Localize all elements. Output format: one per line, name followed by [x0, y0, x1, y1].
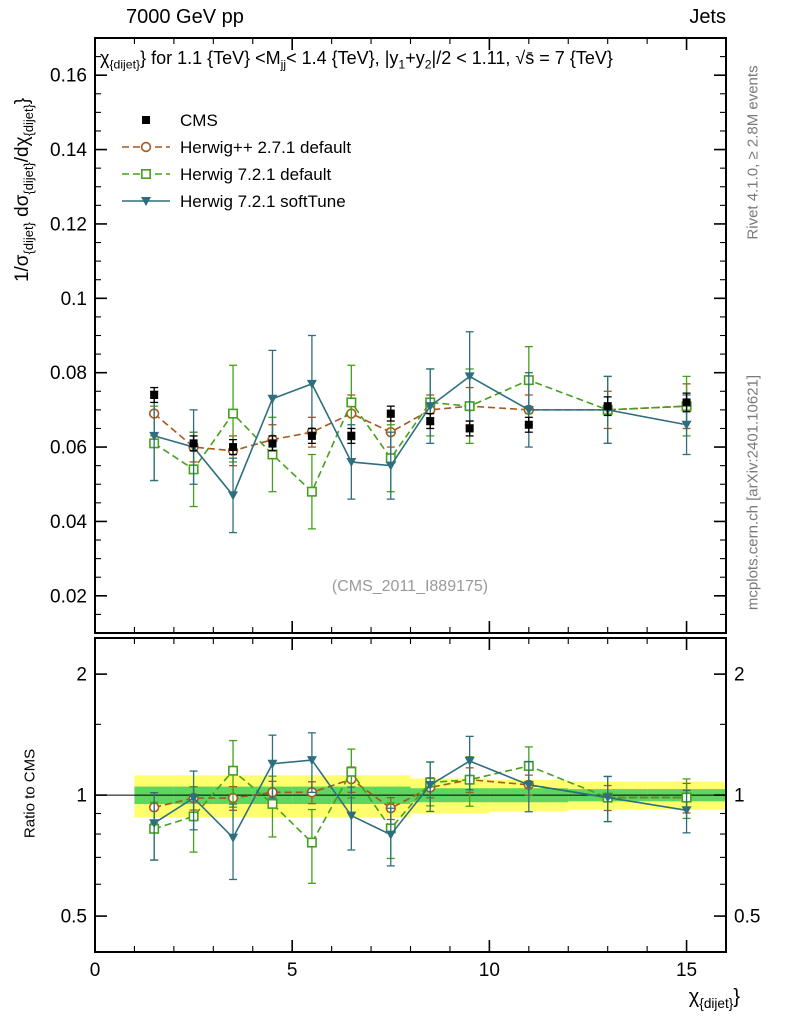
- series-herwig-2-7-1-default: [148, 383, 692, 467]
- mcplots-arxiv-credit: mcplots.cern.ch [arXiv:2401.10621]: [744, 374, 762, 611]
- series-cms: [150, 386, 691, 456]
- main-panel-frame: [94, 37, 727, 634]
- legend-item: Herwig++ 2.7.1 default: [122, 138, 351, 157]
- svg-text:0.1: 0.1: [61, 289, 87, 310]
- header-beam-energy: 7000 GeV pp: [126, 6, 244, 28]
- svg-text:0.12: 0.12: [50, 214, 87, 235]
- legend-label: CMS: [180, 111, 218, 130]
- svg-text:0.5: 0.5: [61, 907, 87, 928]
- svg-text:0.06: 0.06: [50, 438, 87, 459]
- legend-item: CMS: [142, 111, 218, 130]
- legend-item: Herwig 7.2.1 softTune: [122, 192, 346, 211]
- series-herwig-7-2-1-softtune: [149, 732, 692, 881]
- svg-text:2: 2: [76, 665, 87, 686]
- svg-text:5: 5: [287, 960, 298, 981]
- legend-label: Herwig++ 2.7.1 default: [180, 138, 351, 157]
- svg-text:1: 1: [76, 786, 87, 807]
- legend-item: Herwig 7.2.1 default: [122, 165, 331, 184]
- svg-text:10: 10: [479, 960, 500, 981]
- svg-text:15: 15: [676, 960, 697, 981]
- axis-tick-labels: 0.02 0.04 0.06 0.08 0.1 0.12 0.14 0.16 0.5 0.5 1 1 2…: [50, 66, 760, 981]
- legend: CMS Herwig++ 2.7.1 default Herwig 7.2.1 de…: [122, 111, 351, 211]
- svg-text:0.04: 0.04: [50, 512, 87, 533]
- svg-text:1: 1: [734, 786, 745, 807]
- series-herwig-7-2-1-softtune: [149, 331, 692, 534]
- svg-text:0.02: 0.02: [50, 586, 87, 607]
- ratio-y-axis-label: Ratio to CMS: [21, 748, 39, 839]
- header-analysis-group: Jets: [689, 6, 726, 28]
- svg-text:0.16: 0.16: [50, 66, 87, 87]
- x-axis-label: χ{dijet}}: [688, 986, 740, 1011]
- plot-title: χ{dijet}} for 1.1 {TeV} <Mjj< 1.4 {TeV},…: [100, 48, 613, 72]
- analysis-id-watermark: (CMS_2011_I889175): [331, 578, 489, 595]
- ratio-panel-frame: [94, 637, 727, 953]
- svg-text:2: 2: [734, 665, 745, 686]
- legend-label: Herwig 7.2.1 softTune: [180, 192, 346, 211]
- svg-text:0.5: 0.5: [734, 907, 760, 928]
- main-y-axis-label: 1/σ{dijet} dσ{dijet}/dχ{dijet}}: [12, 97, 36, 283]
- svg-text:0.08: 0.08: [50, 363, 87, 384]
- series-herwig-7-2-1-default: [149, 346, 692, 530]
- svg-text:0.14: 0.14: [50, 140, 87, 161]
- svg-text:0: 0: [90, 960, 101, 981]
- legend-label: Herwig 7.2.1 default: [180, 165, 331, 184]
